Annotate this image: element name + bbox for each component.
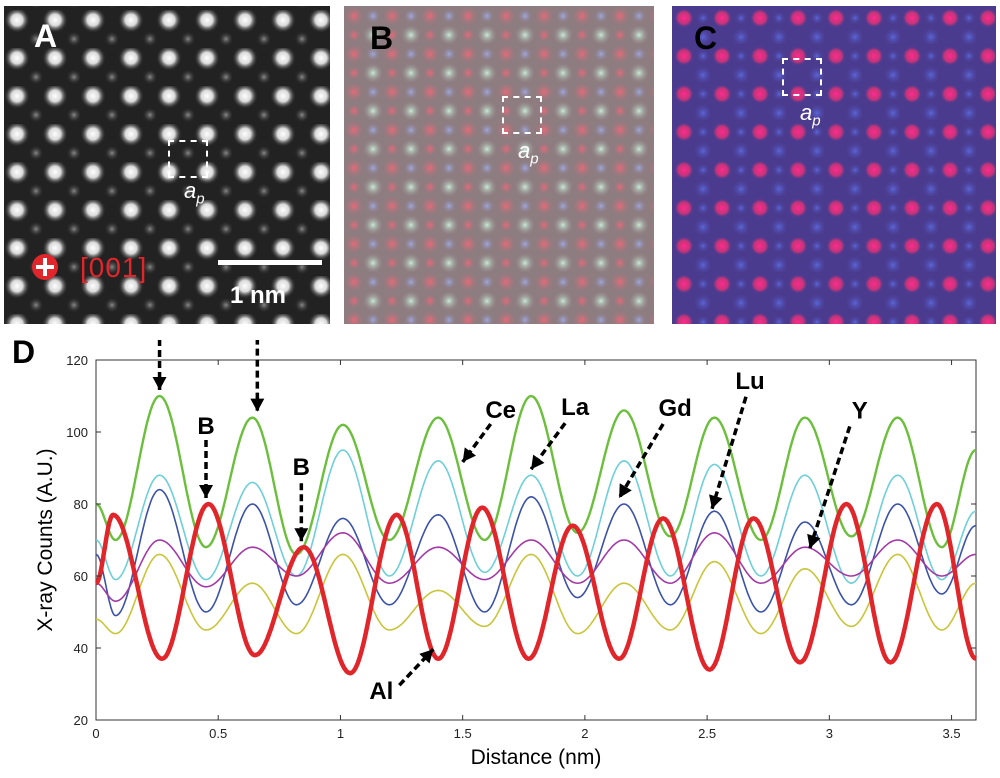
annotation-y-8-arrow-head bbox=[807, 533, 821, 549]
series-line-y bbox=[95, 553, 977, 635]
unit-cell-box bbox=[168, 140, 208, 178]
annotation-ce-4-label: Ce bbox=[485, 397, 516, 424]
y-tick-label: 80 bbox=[74, 497, 88, 512]
annotation-lu-7-arrow-head bbox=[709, 494, 723, 509]
annotation-gd-6-label: Gd bbox=[658, 395, 691, 422]
haadf-atom-lattice bbox=[4, 6, 330, 324]
unit-cell-box bbox=[782, 58, 822, 96]
annotation-a-2-arrow-head bbox=[250, 398, 265, 412]
unit-cell-label: ap bbox=[518, 138, 539, 168]
unit-cell-box bbox=[502, 96, 542, 134]
annotation-la-5-label: La bbox=[561, 394, 590, 421]
series-line-ce bbox=[95, 394, 977, 556]
y-tick-label: 60 bbox=[74, 569, 88, 584]
panel-a-letter: A bbox=[34, 18, 58, 54]
annotation-la-5-arrow-head bbox=[531, 454, 545, 470]
annotation-al-9-label: Al bbox=[369, 678, 393, 705]
zone-axis-icon bbox=[32, 254, 58, 280]
panel-c-eds-map: C ap bbox=[672, 6, 996, 324]
eds-overlay-map bbox=[672, 6, 996, 324]
x-tick-label: 2.5 bbox=[698, 726, 716, 741]
x-tick-label: 3 bbox=[826, 726, 833, 741]
annotation-b-3-label: B bbox=[293, 454, 310, 481]
unit-cell-label: ap bbox=[800, 100, 821, 130]
annotation-al-9-arrow bbox=[398, 647, 435, 687]
y-tick-label: 40 bbox=[74, 641, 88, 656]
annotation-a-0-arrow-head bbox=[152, 377, 167, 390]
annotation-lu-7-label: Lu bbox=[735, 368, 764, 395]
annotation-b-1-label: B bbox=[197, 413, 214, 440]
annotation-ce-4-arrow-head bbox=[462, 447, 477, 462]
x-axis-label: Distance (nm) bbox=[471, 746, 602, 769]
annotation-y-8-label: Y bbox=[852, 397, 868, 424]
annotation-gd-6-arrow-head bbox=[619, 483, 632, 498]
x-tick-label: 1 bbox=[337, 726, 344, 741]
series-line-la bbox=[95, 449, 977, 584]
series-line-lu bbox=[95, 532, 977, 603]
y-axis-label: X-ray Counts (A.U.) bbox=[34, 448, 57, 631]
eds-color-map bbox=[344, 6, 654, 324]
scale-bar-label: 1 nm bbox=[230, 282, 287, 309]
annotation-b-1-arrow-head bbox=[199, 485, 213, 498]
x-tick-label: 3.5 bbox=[943, 726, 961, 741]
panel-c-letter: C bbox=[694, 20, 718, 56]
unit-cell-label: ap bbox=[184, 178, 205, 208]
annotation-gd-6-arrow bbox=[617, 423, 665, 499]
xray-line-profile-chart: ABABCeLaGdLuYAl 00.511.522.533.520406080… bbox=[34, 340, 977, 769]
y-tick-label: 20 bbox=[74, 713, 88, 728]
plot-area bbox=[95, 359, 977, 721]
scale-bar bbox=[218, 260, 322, 265]
x-tick-label: 1.5 bbox=[454, 726, 472, 741]
panel-b-letter: B bbox=[370, 20, 394, 56]
series-line-gd bbox=[95, 488, 977, 617]
annotation-lu-7-arrow bbox=[710, 396, 748, 510]
y-tick-label: 120 bbox=[66, 353, 88, 368]
panel-b-eds-map: B ap bbox=[344, 6, 654, 324]
annotation-al-9-arrow-head bbox=[419, 649, 434, 664]
zone-axis-label: [001] bbox=[80, 252, 148, 283]
x-tick-label: 2 bbox=[581, 726, 588, 741]
panel-a-haadf-image: A ap 1 nm [001] bbox=[4, 6, 330, 324]
annotation-b-3-arrow-head bbox=[294, 528, 309, 542]
x-tick-label: 0.5 bbox=[209, 726, 227, 741]
y-tick-label: 100 bbox=[66, 425, 88, 440]
panel-d-letter: D bbox=[12, 334, 36, 370]
x-tick-label: 0 bbox=[92, 726, 99, 741]
series-line-al bbox=[94, 501, 977, 676]
